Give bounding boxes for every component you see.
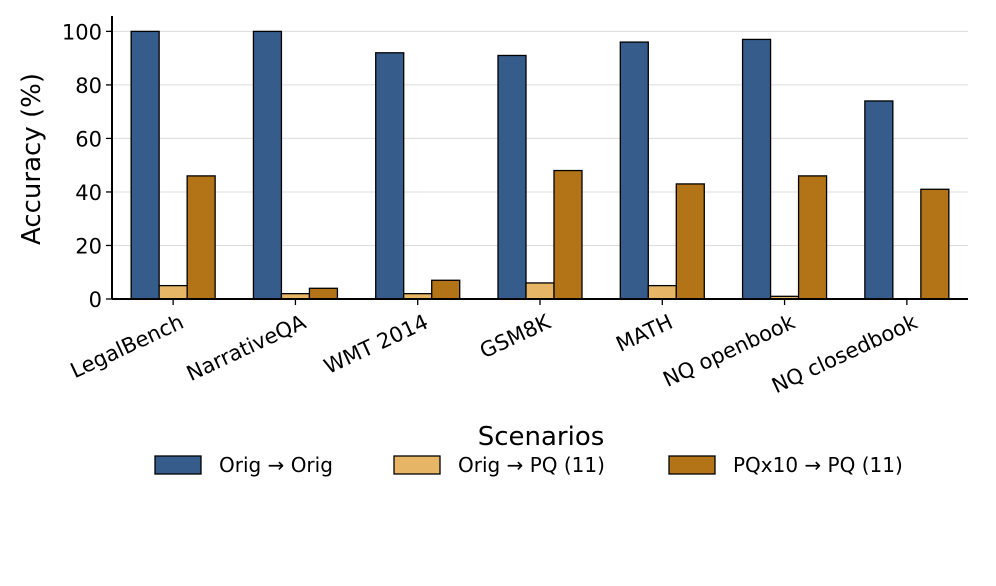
bar-nq-openbook-series-3: [797, 175, 828, 300]
y-tick-labels: 0 20 40 60 80 100: [62, 20, 112, 312]
x-axis-title: Scenarios: [478, 422, 605, 452]
x-tick-label-math: MATH: [612, 310, 676, 357]
bar-legalbench-series-3: [186, 175, 216, 300]
bar-legalbench-series-2: [158, 284, 188, 300]
y-tick-label-100: 100: [62, 20, 102, 44]
y-tick-label-80: 80: [75, 74, 102, 98]
bar-wmt-2014-series-3: [431, 279, 461, 300]
bar-nq-openbook-series-1: [741, 38, 772, 300]
y-tick-label-60: 60: [75, 127, 102, 151]
bar-gsm8k-series-2: [525, 282, 555, 300]
bar-math-series-3: [675, 183, 705, 300]
y-axis-title: Accuracy (%): [17, 73, 47, 245]
bar-legalbench-series-1: [130, 30, 160, 300]
y-tick-label-0: 0: [89, 288, 102, 312]
x-tick-label-narrativeqa: NarrativeQA: [183, 310, 310, 386]
x-tick-label-legalbench: LegalBench: [67, 310, 188, 383]
bar-narrativeqa-series-3: [308, 287, 339, 300]
bar-gsm8k-series-3: [553, 169, 583, 300]
x-tick-label-wmt-2014: WMT 2014: [320, 310, 432, 379]
legend-swatch-3: [668, 455, 716, 475]
legend-swatch-1: [154, 455, 202, 475]
bar-wmt-2014-series-1: [375, 52, 405, 300]
legend-swatch-2: [393, 455, 441, 475]
bar-nq-closedbook-series-1: [864, 100, 894, 300]
y-tick-label-40: 40: [75, 181, 102, 205]
legend: Orig → Orig Orig → PQ (11) PQx10 → PQ (11): [154, 453, 903, 477]
bar-gsm8k-series-1: [497, 54, 527, 300]
bar-narrativeqa-series-1: [252, 30, 283, 300]
bar-math-series-1: [619, 41, 649, 300]
x-tick-label-gsm8k: GSM8K: [476, 309, 555, 363]
gridlines: [112, 30, 968, 246]
bars: [130, 30, 950, 300]
y-tick-label-20: 20: [75, 234, 102, 258]
bar-math-series-2: [647, 284, 677, 300]
bar-nq-closedbook-series-3: [920, 188, 950, 300]
legend-label-1: Orig → Orig: [219, 453, 333, 477]
legend-label-3: PQx10 → PQ (11): [733, 453, 903, 477]
axes: [111, 16, 968, 300]
legend-label-2: Orig → PQ (11): [458, 453, 605, 477]
